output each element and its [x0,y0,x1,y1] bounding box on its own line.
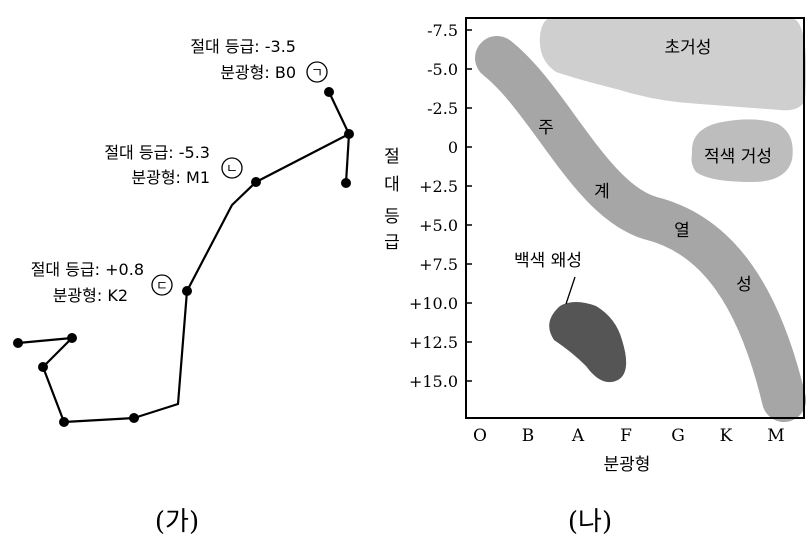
red-giant-label: 적색 거성 [704,147,772,167]
star-dot-c [182,286,192,296]
main-sequence-band [475,36,806,422]
y-axis-label-char: 대 [384,175,400,195]
y-tick-label: -2.5 [427,99,458,118]
y-tick-label: +5.0 [419,216,458,235]
star-dot [344,129,354,139]
y-tick-marks [466,29,472,382]
star-dot [341,178,351,188]
star-dot [38,362,48,372]
x-tick-labels: O B A F G K M [473,426,785,446]
white-dwarf-pointer [565,276,576,305]
y-tick-label: +12.5 [409,333,458,352]
star-b-magnitude: 절대 등급: -5.3 [104,143,210,162]
constellation-panel: 절대 등급: -3.5 분광형: B0 ㄱ 절대 등급: -5.3 분광형: M… [13,37,354,537]
star-dot-a [324,87,334,97]
x-tick-label: G [671,426,685,446]
star-dot [67,333,77,343]
red-giant-region [691,119,793,182]
y-axis-label-char: 급 [384,233,400,253]
main-sequence-char: 주 [538,118,554,138]
star-a-spectral: 분광형: B0 [220,63,296,82]
star-a-magnitude: 절대 등급: -3.5 [190,37,296,56]
constellation-lines [17,91,351,424]
white-dwarf-label: 백색 왜성 [514,251,582,271]
y-tick-label: 0 [448,138,458,157]
x-tick-label: O [473,426,487,446]
plot-frame [465,17,805,419]
main-sequence-char: 계 [594,182,610,202]
x-tick-label: B [522,426,535,446]
y-tick-labels: -7.5 -5.0 -2.5 0 +2.5 +5.0 +7.5 +10.0 +1… [409,21,458,391]
x-axis-label: 분광형 [604,455,651,475]
marker-c-label: ㄷ [156,279,168,294]
y-tick-label: +15.0 [409,372,458,391]
x-tick-label: K [720,426,733,446]
hr-diagram: -7.5 -5.0 -2.5 0 +2.5 +5.0 +7.5 +10.0 +1… [384,17,806,537]
marker-a-label: ㄱ [311,66,323,81]
star-dot [129,413,139,423]
x-tick-label: F [620,426,632,446]
main-sequence-char: 열 [674,221,690,241]
supergiant-region [539,18,806,111]
y-tick-label: +10.0 [409,294,458,313]
right-caption: (나) [568,507,612,537]
marker-a-circle [306,61,328,83]
y-axis-label-char: 등 [384,207,400,227]
left-caption: (가) [155,507,199,537]
star-c-magnitude: 절대 등급: +0.8 [31,260,144,279]
star-dot [13,338,23,348]
marker-c-circle [151,274,173,296]
y-tick-label: -7.5 [427,21,458,40]
star-c-spectral: 분광형: K2 [53,286,128,305]
y-tick-label: -5.0 [427,60,458,79]
constellation-branch [344,133,351,184]
marker-b-label: ㄴ [226,162,238,177]
star-b-spectral: 분광형: M1 [131,168,210,187]
y-axis-label-char: 절 [384,147,400,167]
main-sequence-char: 성 [736,275,752,295]
marker-b-circle [221,157,243,179]
y-axis-label: 절 대 등 급 [384,147,400,253]
x-tick-label: A [571,426,585,446]
supergiant-label: 초거성 [665,38,712,58]
star-dot-b [251,177,261,187]
y-tick-label: +2.5 [419,177,458,196]
white-dwarf-region [549,302,627,383]
x-tick-label: M [767,426,784,446]
y-tick-label: +7.5 [419,255,458,274]
star-dot [59,417,69,427]
